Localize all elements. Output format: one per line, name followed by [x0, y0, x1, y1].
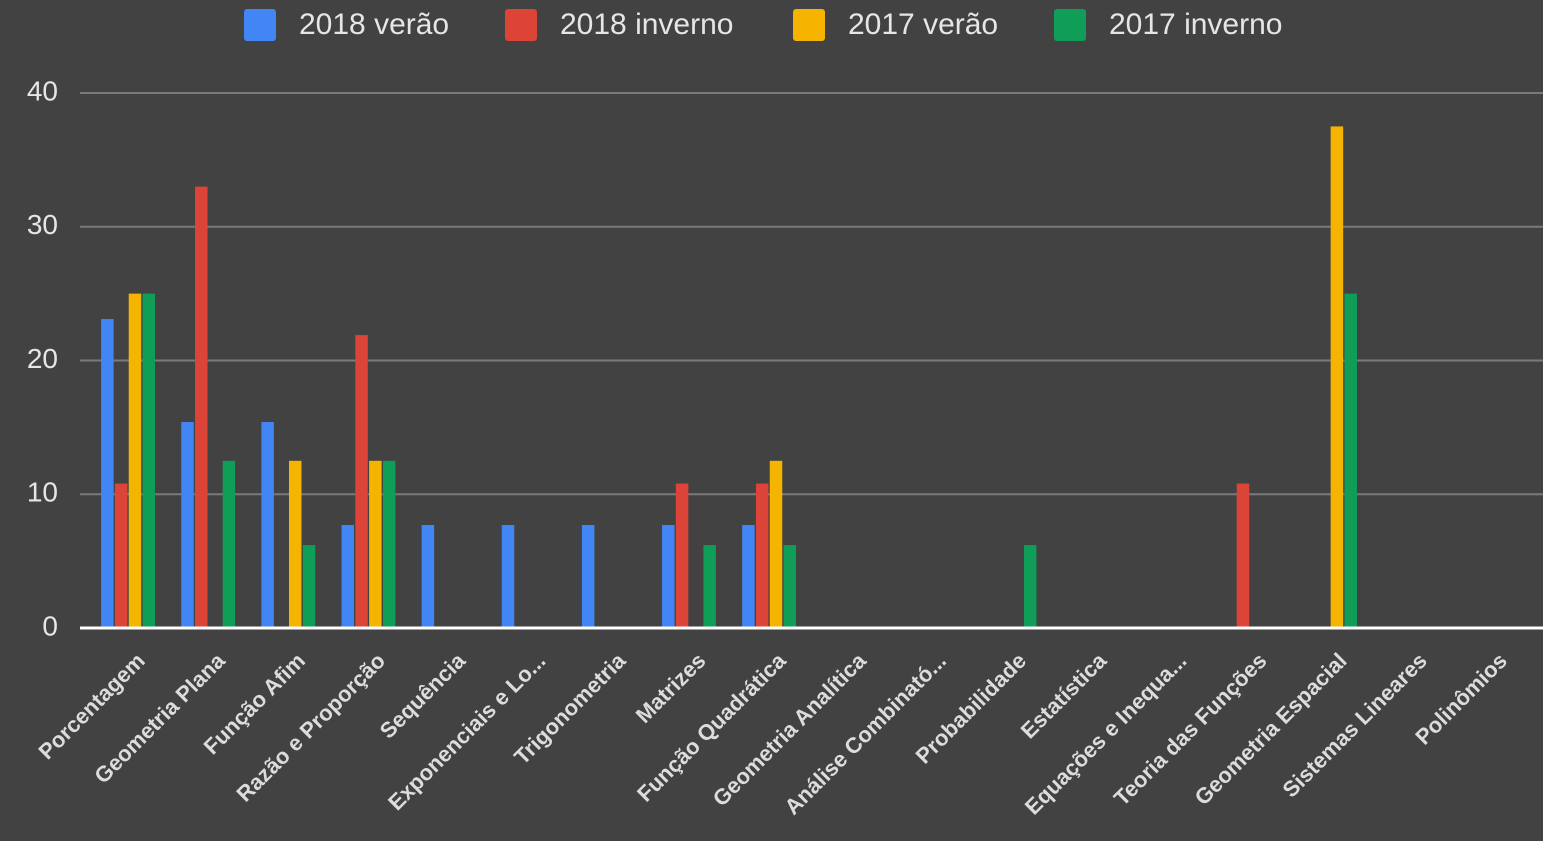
y-tick-label: 40: [27, 75, 58, 106]
legend-swatch: [1054, 9, 1086, 41]
legend-label: 2017 inverno: [1109, 8, 1282, 41]
bar: [142, 293, 156, 628]
bar: [261, 422, 274, 628]
x-tick-label: Geometria Analítica: [708, 647, 872, 811]
x-tick-label: Geometria Espacial: [1190, 648, 1352, 810]
bar: [581, 525, 595, 628]
bar: [1330, 126, 1344, 628]
legend-label: 2018 verão: [299, 8, 449, 41]
bar: [369, 460, 382, 628]
x-tick-label: Análise Combinató...: [779, 648, 951, 820]
y-tick-label: 0: [42, 610, 58, 641]
x-tick-label: Função Quadrática: [632, 647, 791, 806]
bar: [382, 460, 396, 628]
bar: [501, 525, 515, 628]
y-tick-label: 10: [27, 477, 58, 508]
bar: [195, 186, 208, 628]
x-tick-label: Teoria das Funções: [1109, 648, 1272, 811]
bar: [742, 525, 755, 628]
bar: [675, 483, 689, 628]
bar: [662, 525, 675, 628]
bar: [1023, 545, 1037, 628]
bar: [769, 460, 783, 628]
bar: [703, 545, 716, 628]
x-tick-label: Razão e Proporção: [232, 648, 391, 807]
x-tick-label: Exponenciais e Lo...: [383, 648, 550, 815]
bar: [421, 525, 435, 628]
legend-swatch: [505, 9, 537, 41]
legend-label: 2018 inverno: [560, 8, 733, 41]
legend-swatch: [793, 9, 825, 41]
bar: [181, 422, 194, 628]
bar: [101, 319, 114, 628]
bar: [341, 525, 355, 628]
y-tick-label: 30: [27, 209, 58, 240]
x-tick-label: Matrizes: [631, 648, 711, 728]
x-tick-label: Equações e Inequa...: [1020, 648, 1192, 820]
bar: [755, 483, 769, 628]
y-tick-label: 20: [27, 343, 58, 374]
bar: [783, 545, 797, 628]
bar: [288, 460, 302, 628]
x-tick-label: Sistemas Lineares: [1277, 648, 1431, 802]
bar: [222, 460, 236, 628]
bar: [114, 483, 128, 628]
bar: [1344, 293, 1357, 628]
bar: [355, 335, 368, 628]
legend-label: 2017 verão: [848, 8, 998, 41]
bar: [1236, 483, 1250, 628]
legend-swatch: [244, 9, 276, 41]
bar: [302, 545, 316, 628]
bar: [128, 293, 142, 628]
